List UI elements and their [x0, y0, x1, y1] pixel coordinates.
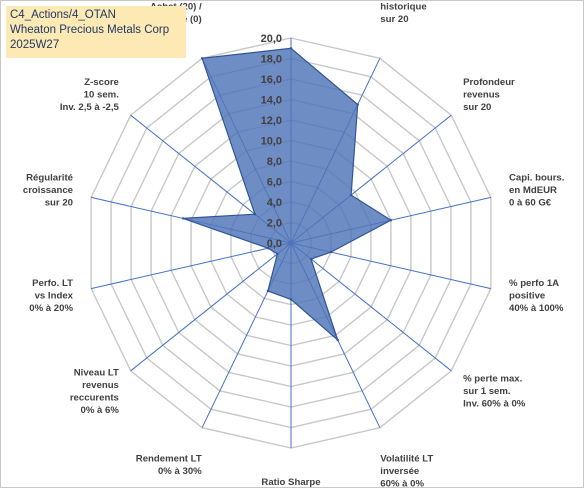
series-point [389, 219, 393, 222]
tick-label: 12,0 [261, 115, 282, 127]
axis-label: Ratio Sharpe0 à 2 [261, 477, 320, 488]
axis-label: Niveau LT revenus reccurents 0% à 6% [70, 367, 120, 416]
tick-label: 10,0 [261, 136, 282, 148]
series-point [289, 298, 293, 301]
tick-label: 8,0 [267, 156, 282, 168]
series-point [266, 289, 270, 293]
tick-label: 0,0 [267, 238, 282, 250]
series-point [181, 217, 185, 220]
axis-label: Capi. bours. en MdEUR 0 à 60 G€ [509, 172, 564, 208]
tick-label: 4,0 [267, 197, 282, 209]
axis-label: Z-score 10 sem. Inv. 2,5 à -2,5 [60, 77, 120, 113]
tick-label: 6,0 [267, 177, 282, 189]
series-area [182, 47, 393, 342]
tick-label: 20,0 [261, 33, 282, 45]
axis-label: Rendement LT 0% à 30% [136, 453, 202, 477]
axis-label: Volatilité LT inversée 60% à 0% [380, 453, 433, 488]
tick-label: 16,0 [261, 74, 282, 86]
series-point [329, 250, 333, 254]
series-point [200, 57, 204, 60]
spoke-line [90, 242, 292, 290]
series-point [253, 213, 257, 216]
chart-title-company: Wheaton Precious Metals Corp [10, 24, 170, 36]
chart-title-category: C4_Actions/4_OTAN [10, 9, 116, 21]
chart-title-box: C4_Actions/4_OTAN Wheaton Precious Metal… [6, 6, 186, 58]
series-point [349, 193, 353, 197]
axis-label: Profondeurhistoriquesur 20 [380, 0, 432, 25]
axis-label: % perfo 1A positive 40% à 100% [509, 278, 564, 314]
axis-label: % perte max. sur 1 sem. Inv. 60% à 0% [463, 374, 526, 410]
series-point [336, 338, 339, 342]
spoke-line [290, 242, 452, 372]
tick-label: 2,0 [267, 218, 282, 230]
tick-label: 18,0 [261, 54, 282, 66]
series-point [289, 47, 293, 50]
spoke-line [130, 242, 292, 372]
axis-label: Profondeur revenus sur 20 [463, 77, 515, 113]
series-point [266, 247, 270, 250]
series-point [356, 103, 359, 106]
series-point [309, 257, 313, 261]
axis-label: NoteESG sur 20 [265, 0, 316, 2]
axis-label: Perfo. LT vs Index 0% à 20% [29, 278, 73, 314]
tick-label: 14,0 [261, 95, 282, 107]
axis-label: Régularité croissance sur 20 [23, 172, 73, 208]
chart-title-week: 2025W27 [10, 39, 60, 51]
radar-series [181, 47, 393, 342]
series-point [276, 252, 279, 256]
radar-tick-labels: 0,0 2,0 4,0 6,0 8,0 10,0 12,0 14,0 16,0 18,0 20,0 [261, 33, 282, 250]
